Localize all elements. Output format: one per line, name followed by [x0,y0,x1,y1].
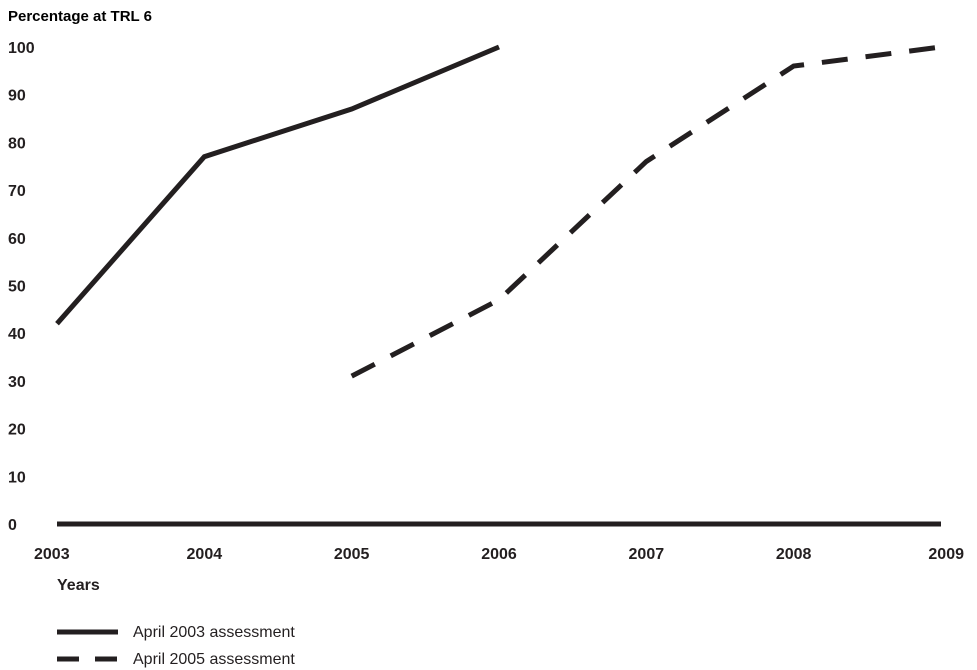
x-tick-labels: 2003 2004 2005 2006 2007 2008 2009 [34,546,964,563]
x-axis-title: Years [57,577,100,594]
y-tick-label: 70 [8,183,26,200]
x-tick-label: 2005 [334,546,370,563]
x-tick-label: 2008 [776,546,812,563]
y-tick-label: 100 [8,40,35,57]
series-line-april-2003-assessment [55,44,500,326]
y-tick-label: 0 [8,517,17,534]
x-tick-label: 2003 [34,546,70,563]
legend-label-april-2003: April 2003 assessment [133,624,295,641]
y-axis-title: Percentage at TRL 6 [8,8,152,25]
series-lines [55,44,942,379]
y-tick-label: 90 [8,88,26,105]
y-tick-labels: 0 10 20 30 40 50 60 70 80 90 100 [8,40,35,534]
y-tick-label: 50 [8,279,26,296]
y-tick-label: 60 [8,231,26,248]
y-tick-label: 30 [8,374,26,391]
y-tick-label: 20 [8,422,26,439]
y-tick-label: 80 [8,135,26,152]
x-tick-label: 2009 [928,546,964,563]
x-tick-label: 2004 [187,546,223,563]
y-tick-label: 10 [8,469,26,486]
y-tick-label: 40 [8,326,26,343]
series-line-april-2005-assessment [350,44,942,379]
legend-label-april-2005: April 2005 assessment [133,651,295,668]
legend: April 2003 assessment April 2005 assessm… [57,624,295,668]
x-tick-label: 2007 [629,546,665,563]
x-tick-label: 2006 [481,546,517,563]
